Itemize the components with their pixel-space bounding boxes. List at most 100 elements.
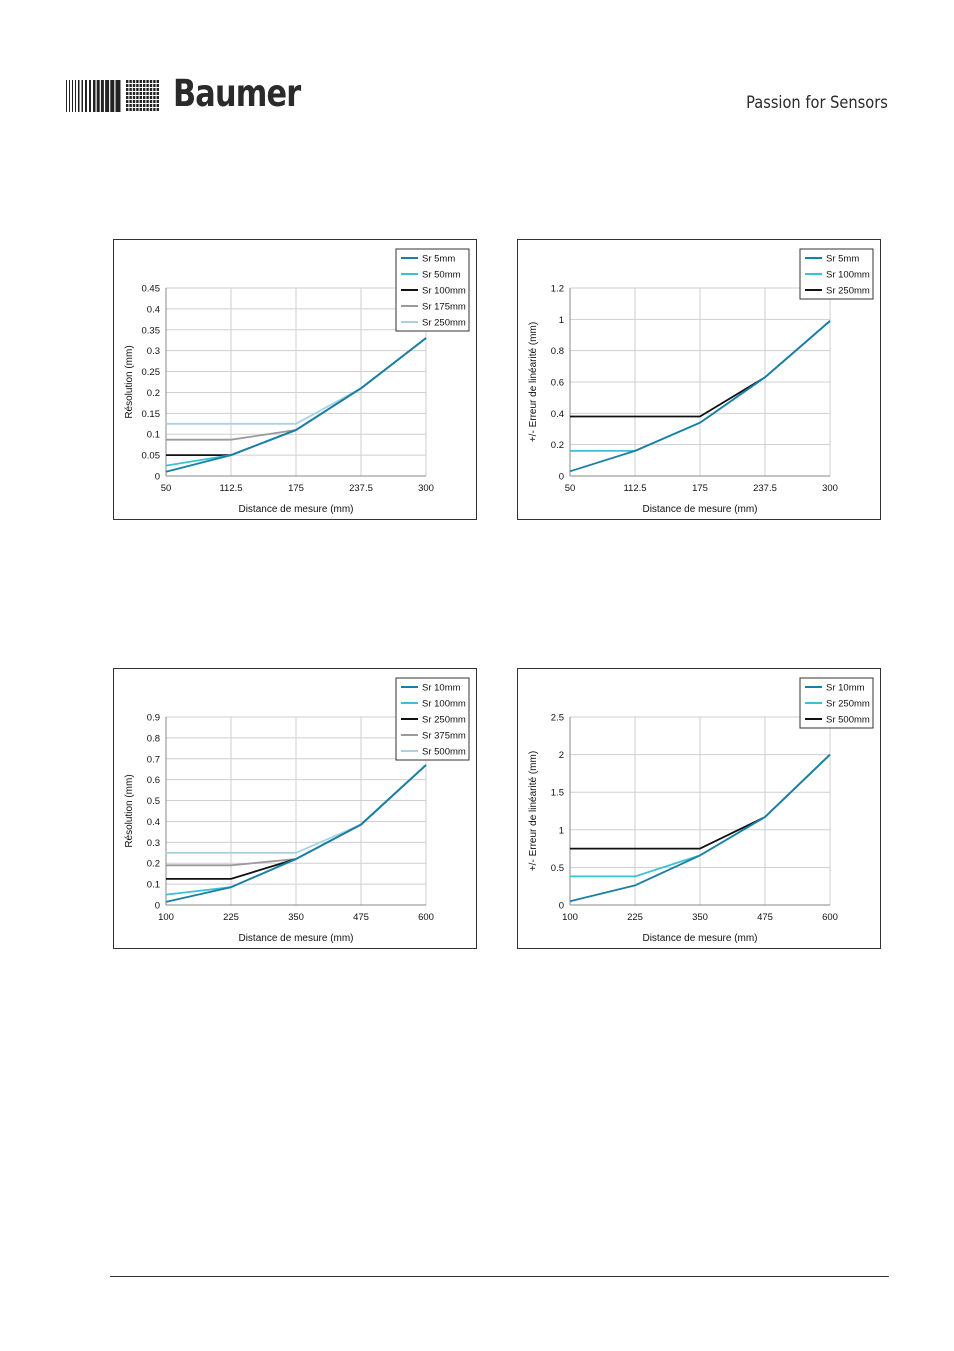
y-tick-label: 2.5 (551, 713, 564, 724)
x-tick-label: 225 (627, 912, 643, 923)
chart-resolution-600: 0 0.1 0.2 0.3 0.4 0.5 0.6 0.7 0.8 0.9 100 225 350 475… (113, 668, 477, 949)
x-axis-label: Distance de mesure (mm) (642, 933, 757, 944)
page-header: Baumer Passion for Sensors (0, 0, 954, 140)
x-tick-label: 50 (565, 483, 576, 494)
x-tick-label: 350 (692, 912, 708, 923)
y-tick-label: 0.3 (147, 346, 160, 357)
series-line (165, 337, 427, 473)
chart-grid (165, 716, 427, 906)
legend-entry: Sr 375mm (422, 731, 466, 742)
series-line (569, 320, 831, 473)
x-axis-label: Distance de mesure (mm) (238, 933, 353, 944)
legend-entry: Sr 50mm (422, 270, 461, 281)
y-tick-label: 0.6 (551, 378, 564, 389)
series-line (165, 764, 427, 903)
y-tick-label: 0.4 (551, 409, 564, 420)
legend-entry: Sr 10mm (826, 683, 865, 694)
chart-series (569, 320, 831, 473)
legend-entry: Sr 10mm (422, 683, 461, 694)
y-tick-label: 0 (559, 472, 564, 483)
y-tick-label: 2 (559, 750, 564, 761)
y-tick-label: 0.05 (142, 451, 161, 462)
x-tick-label: 237.5 (753, 483, 777, 494)
x-tick-label: 350 (288, 912, 304, 923)
legend-entry: Sr 500mm (422, 747, 466, 758)
chart-legend: Sr 5mm Sr 100mm Sr 250mm (799, 248, 874, 300)
baumer-logo-icon (66, 80, 159, 112)
y-tick-label: 0 (559, 901, 564, 912)
y-tick-label: 1 (559, 825, 564, 836)
y-tick-label: 0.2 (147, 859, 160, 870)
legend-entry: Sr 100mm (422, 286, 466, 297)
legend-entry: Sr 5mm (826, 254, 859, 265)
legend-entry: Sr 250mm (826, 286, 870, 297)
footer-divider (110, 1276, 889, 1277)
y-tick-label: 1 (559, 315, 564, 326)
legend-entry: Sr 250mm (826, 699, 870, 710)
y-tick-label: 0.8 (147, 733, 160, 744)
x-tick-label: 100 (158, 912, 174, 923)
chart-grid (569, 287, 831, 477)
series-line (569, 753, 831, 903)
chart-svg: 0 0.2 0.4 0.6 0.8 1 1.2 50 112.5 175 237.5 300 Dista… (528, 248, 874, 515)
chart-series (165, 337, 427, 473)
x-tick-label: 175 (692, 483, 708, 494)
chart-series (569, 753, 831, 903)
legend-entry: Sr 100mm (826, 270, 870, 281)
x-tick-label: 300 (822, 483, 838, 494)
y-tick-label: 0.5 (551, 863, 564, 874)
chart-resolution-300: 0 0.05 0.1 0.15 0.2 0.25 0.3 0.35 0.4 0.45 50 112.5… (113, 239, 477, 520)
y-tick-label: 0 (155, 901, 160, 912)
x-tick-label: 475 (353, 912, 369, 923)
y-tick-label: 1.2 (551, 284, 564, 295)
legend-entry: Sr 5mm (422, 254, 455, 265)
y-axis-label: +/- Erreur de linéarité (mm) (528, 751, 539, 871)
brand-name: Baumer (173, 72, 301, 115)
x-tick-label: 112.5 (219, 483, 242, 494)
chart-legend: Sr 10mm Sr 250mm Sr 500mm (799, 677, 874, 729)
y-tick-label: 0.4 (147, 304, 160, 315)
chart-grid (165, 287, 427, 477)
y-tick-label: 0.4 (147, 817, 160, 828)
y-tick-label: 0.2 (551, 440, 564, 451)
x-tick-label: 175 (288, 483, 304, 494)
y-tick-label: 0.7 (147, 754, 160, 765)
y-tick-label: 0.6 (147, 775, 160, 786)
y-tick-label: 0.3 (147, 838, 160, 849)
legend-entry: Sr 500mm (826, 715, 870, 726)
y-tick-label: 0.5 (147, 796, 160, 807)
y-tick-label: 0.15 (142, 409, 161, 420)
y-tick-label: 0.8 (551, 346, 564, 357)
x-tick-label: 225 (223, 912, 239, 923)
y-tick-label: 0.35 (142, 325, 161, 336)
legend-entry: Sr 175mm (422, 302, 466, 313)
x-tick-label: 600 (418, 912, 434, 923)
x-tick-label: 237.5 (349, 483, 373, 494)
y-tick-label: 0.9 (147, 713, 160, 724)
chart-linearity-600: 0 0.5 1 1.5 2 2.5 100 225 350 475 600 Distance de m… (517, 668, 881, 949)
x-tick-label: 112.5 (623, 483, 646, 494)
y-axis-label: +/- Erreur de linéarité (mm) (528, 322, 539, 442)
legend-entry: Sr 100mm (422, 699, 466, 710)
chart-svg: 0 0.5 1 1.5 2 2.5 100 225 350 475 600 Distance de m… (528, 677, 874, 944)
x-axis-label: Distance de mesure (mm) (642, 504, 757, 515)
y-axis-label: Résolution (mm) (124, 774, 135, 847)
legend-entry: Sr 250mm (422, 318, 466, 329)
x-tick-label: 50 (161, 483, 172, 494)
y-tick-label: 0.2 (147, 388, 160, 399)
y-axis-label: Résolution (mm) (124, 345, 135, 418)
y-tick-label: 0.1 (147, 880, 160, 891)
chart-svg: 0 0.05 0.1 0.15 0.2 0.25 0.3 0.35 0.4 0.45 50 112.5… (124, 248, 470, 515)
x-axis-label: Distance de mesure (mm) (238, 504, 353, 515)
x-tick-label: 300 (418, 483, 434, 494)
y-tick-label: 0.1 (147, 430, 160, 441)
legend-entry: Sr 250mm (422, 715, 466, 726)
y-tick-label: 0.25 (142, 367, 161, 378)
chart-legend: Sr 10mm Sr 100mm Sr 250mm Sr 375mm Sr 500mm (395, 677, 470, 761)
x-tick-label: 600 (822, 912, 838, 923)
x-tick-label: 100 (562, 912, 578, 923)
chart-linearity-300: 0 0.2 0.4 0.6 0.8 1 1.2 50 112.5 175 237.5 300 Dista… (517, 239, 881, 520)
y-tick-label: 0.45 (142, 284, 161, 295)
y-tick-label: 1.5 (551, 788, 564, 799)
y-tick-label: 0 (155, 472, 160, 483)
